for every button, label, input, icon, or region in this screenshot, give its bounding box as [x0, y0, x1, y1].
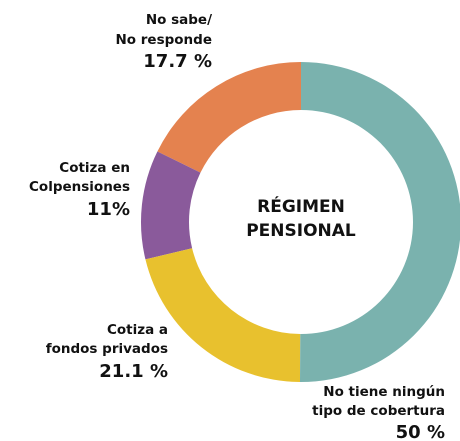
slice-label: fondos privados — [46, 341, 168, 357]
donut-slice — [141, 151, 201, 260]
slice-label: Cotiza en — [59, 160, 130, 176]
slice-label: Cotiza a — [107, 322, 168, 338]
chart-title: PENSIONAL — [246, 221, 356, 241]
donut-slice — [299, 62, 460, 382]
value-label: 50 % — [396, 422, 445, 441]
slice-label: No responde — [116, 32, 213, 48]
slice-label: No tiene ningún — [323, 384, 445, 400]
value-label: 21.1 % — [99, 361, 168, 382]
slice-label: Colpensiones — [29, 179, 130, 195]
chart-title: RÉGIMEN — [257, 195, 345, 217]
slice-label: No sabe/ — [146, 12, 212, 28]
slice-label: tipo de cobertura — [312, 403, 445, 419]
donut-slice — [157, 62, 301, 173]
value-label: 11% — [87, 199, 130, 220]
donut-slice — [145, 248, 301, 382]
value-label: 17.7 % — [143, 51, 212, 72]
